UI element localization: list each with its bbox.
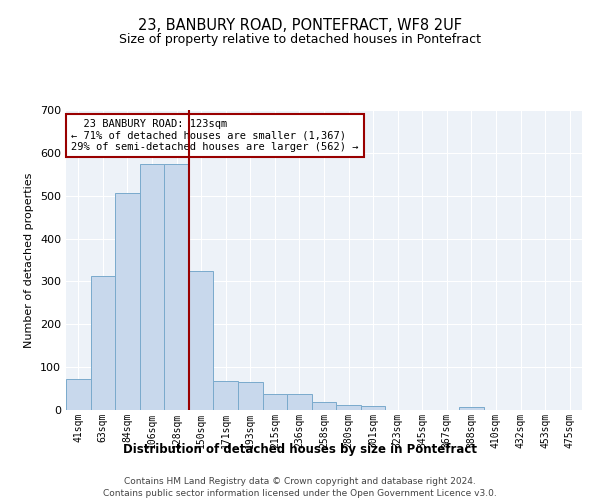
Text: Contains HM Land Registry data © Crown copyright and database right 2024.: Contains HM Land Registry data © Crown c…: [124, 478, 476, 486]
Text: 23 BANBURY ROAD: 123sqm
← 71% of detached houses are smaller (1,367)
29% of semi: 23 BANBURY ROAD: 123sqm ← 71% of detache…: [71, 119, 359, 152]
Y-axis label: Number of detached properties: Number of detached properties: [25, 172, 34, 348]
Bar: [336, 405, 361, 410]
Bar: [287, 394, 312, 410]
Text: 23, BANBURY ROAD, PONTEFRACT, WF8 2UF: 23, BANBURY ROAD, PONTEFRACT, WF8 2UF: [138, 18, 462, 32]
Text: Contains public sector information licensed under the Open Government Licence v3: Contains public sector information licen…: [103, 489, 497, 498]
Text: Size of property relative to detached houses in Pontefract: Size of property relative to detached ho…: [119, 32, 481, 46]
Bar: [214, 381, 238, 410]
Bar: [66, 379, 91, 410]
Bar: [140, 164, 164, 410]
Bar: [361, 406, 385, 410]
Bar: [115, 192, 140, 410]
Bar: [189, 270, 214, 410]
Bar: [91, 276, 115, 410]
Bar: [164, 164, 189, 410]
Bar: [238, 382, 263, 410]
Text: Distribution of detached houses by size in Pontefract: Distribution of detached houses by size …: [123, 442, 477, 456]
Bar: [459, 407, 484, 410]
Bar: [263, 394, 287, 410]
Bar: [312, 402, 336, 410]
